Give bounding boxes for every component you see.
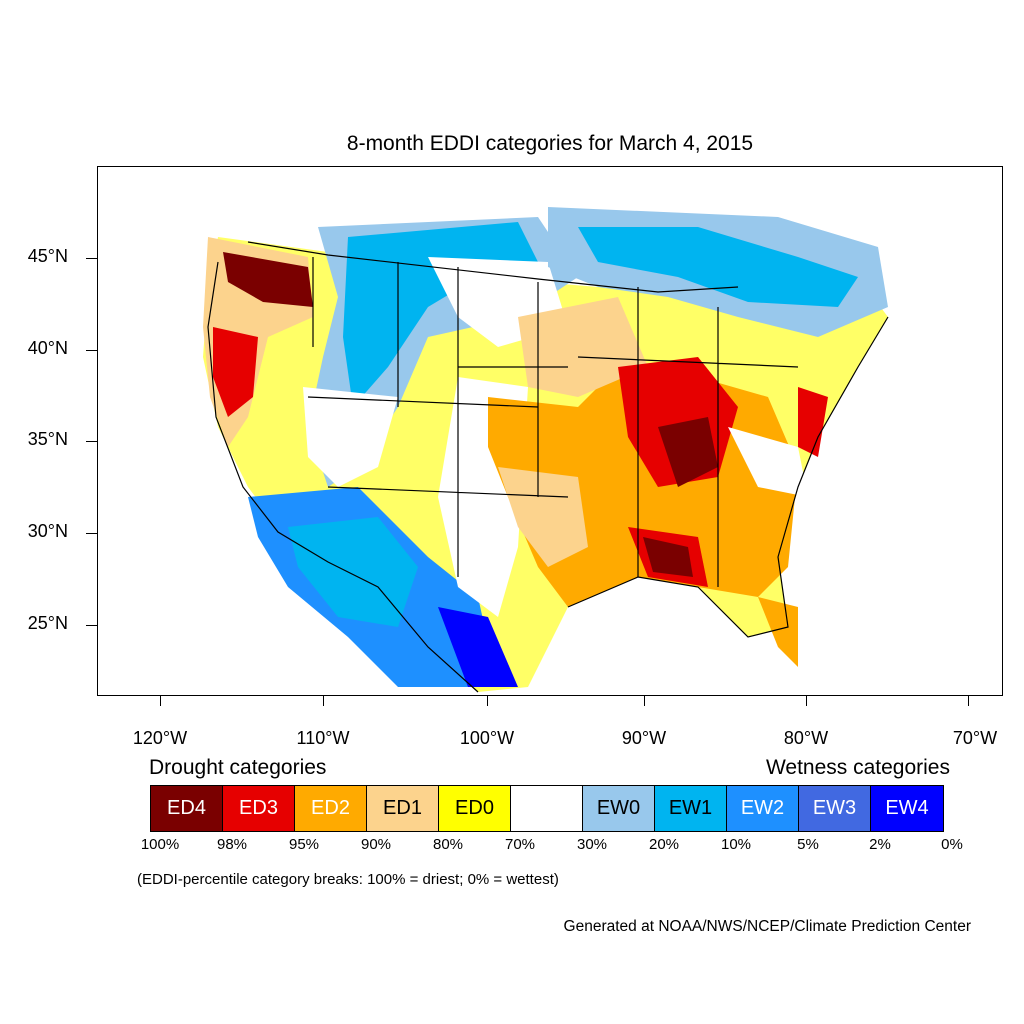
x-tick-110 [323,696,324,706]
y-tick-25 [86,625,97,626]
pct-label: 70% [495,836,545,853]
legend-box-ed4: ED4 [151,786,223,831]
wetness-categories-title: Wetness categories [766,756,950,780]
y-label-35: 35°N [8,429,68,450]
x-tick-90 [644,696,645,706]
x-label-90: 90°W [604,728,684,749]
x-label-100: 100°W [447,728,527,749]
legend-colorbar: ED4 ED3 ED2 ED1 ED0 EW0 EW1 EW2 EW3 EW4 [150,785,944,832]
map-title: 8-month EDDI categories for March 4, 201… [0,132,1024,156]
x-label-120: 120°W [120,728,200,749]
credit-text: Generated at NOAA/NWS/NCEP/Climate Predi… [564,918,971,936]
legend-box-ed2: ED2 [295,786,367,831]
atlantic-ed3 [798,387,828,457]
drought-categories-title: Drought categories [149,756,326,780]
y-tick-35 [86,441,97,442]
legend-box-ew4: EW4 [871,786,943,831]
pct-label: 98% [207,836,257,853]
eddi-map [98,167,1003,696]
legend-box-ew1: EW1 [655,786,727,831]
y-tick-40 [86,350,97,351]
pct-label: 90% [351,836,401,853]
pct-label: 2% [855,836,905,853]
pct-label: 5% [783,836,833,853]
x-label-70: 70°W [935,728,1015,749]
x-label-110: 110°W [283,728,363,749]
x-tick-80 [806,696,807,706]
y-label-30: 30°N [8,521,68,542]
legend-box-ed3: ED3 [223,786,295,831]
x-tick-100 [487,696,488,706]
legend-box-ed0: ED0 [439,786,511,831]
y-tick-45 [86,258,97,259]
pct-label: 100% [135,836,185,853]
x-tick-120 [160,696,161,706]
pct-label: 10% [711,836,761,853]
y-tick-30 [86,533,97,534]
pct-label: 80% [423,836,473,853]
pct-label: 0% [927,836,977,853]
legend-box-ew3: EW3 [799,786,871,831]
x-tick-70 [968,696,969,706]
legend-box-ew2: EW2 [727,786,799,831]
category-note: (EDDI-percentile category breaks: 100% =… [137,871,559,888]
legend-box-normal [511,786,583,831]
legend-box-ed1: ED1 [367,786,439,831]
y-label-25: 25°N [8,613,68,634]
pct-label: 30% [567,836,617,853]
pct-label: 95% [279,836,329,853]
y-label-40: 40°N [8,338,68,359]
y-label-45: 45°N [8,246,68,267]
pct-label: 20% [639,836,689,853]
map-panel [97,166,1003,696]
x-label-80: 80°W [766,728,846,749]
legend-box-ew0: EW0 [583,786,655,831]
